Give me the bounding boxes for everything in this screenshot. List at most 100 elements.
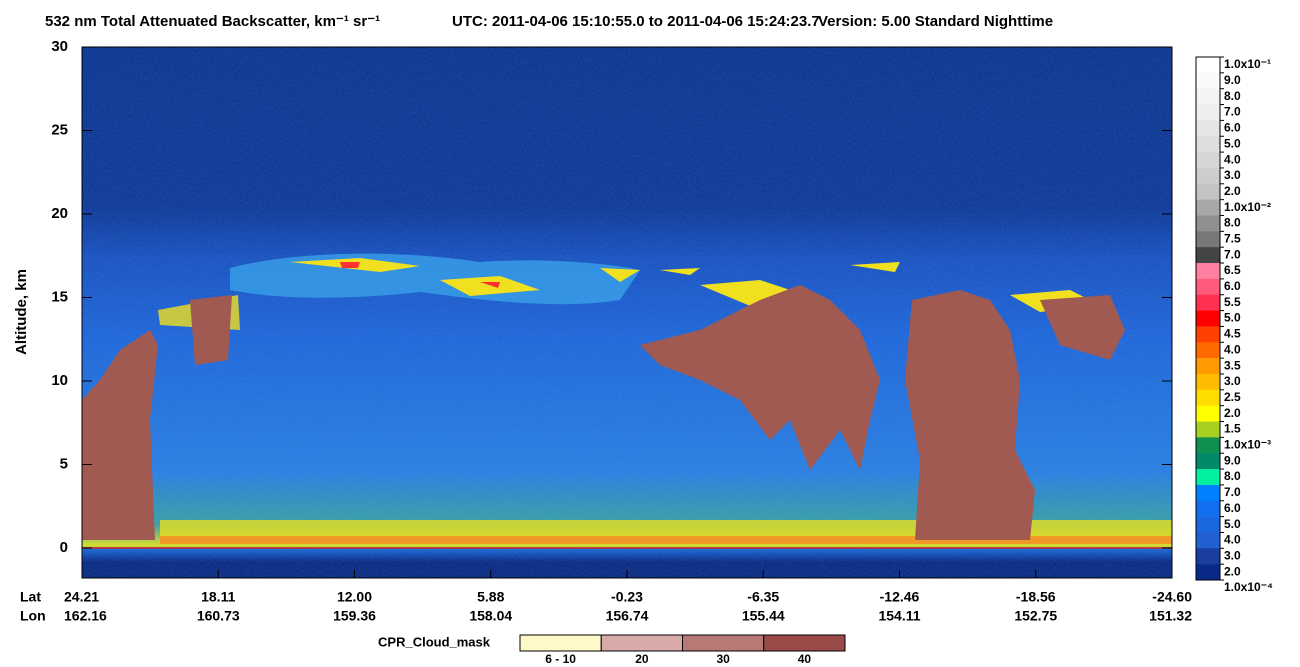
cloud-mask-label: 30 bbox=[716, 652, 730, 666]
cloud-mask-label: 6 - 10 bbox=[545, 652, 576, 666]
colorbar-label: 3.0 bbox=[1224, 548, 1241, 562]
lon-label: 154.11 bbox=[878, 608, 920, 624]
plot-art bbox=[81, 46, 1173, 579]
colorbar-swatch bbox=[1196, 326, 1220, 343]
colorbar-label: 7.5 bbox=[1224, 232, 1241, 246]
colorbar-label: 1.0x10⁻⁴ bbox=[1224, 580, 1273, 594]
colorbar-swatch bbox=[1196, 247, 1220, 264]
lat-label: -0.23 bbox=[611, 589, 643, 605]
colorbar-swatch bbox=[1196, 152, 1220, 169]
colorbar-label: 9.0 bbox=[1224, 73, 1241, 87]
colorbar-label: 4.0 bbox=[1224, 342, 1241, 356]
lat-label: -12.46 bbox=[880, 589, 920, 605]
colorbar-swatch bbox=[1196, 88, 1220, 105]
colorbar-swatch bbox=[1196, 389, 1220, 406]
colorbar-swatch bbox=[1196, 500, 1220, 517]
cloud-mask-swatch bbox=[519, 634, 602, 652]
colorbar-label: 6.0 bbox=[1224, 121, 1241, 135]
lon-label: 156.74 bbox=[606, 608, 649, 624]
colorbar-label: 7.0 bbox=[1224, 485, 1241, 499]
version: Version: 5.00 Standard Nighttime bbox=[818, 13, 1053, 30]
colorbar-swatch bbox=[1196, 231, 1220, 248]
colorbar-swatch bbox=[1196, 373, 1220, 391]
colorbar-label: 6.0 bbox=[1224, 501, 1241, 515]
colorbar-label: 3.0 bbox=[1224, 374, 1241, 388]
y-tick-label: 15 bbox=[51, 288, 68, 305]
colorbar-swatch bbox=[1196, 215, 1220, 232]
colorbar-label: 4.0 bbox=[1224, 152, 1241, 166]
colorbar-label: 8.0 bbox=[1224, 89, 1241, 103]
lon-label: 162.16 bbox=[64, 608, 107, 624]
colorbar-swatch bbox=[1196, 342, 1220, 359]
y-tick-label: 25 bbox=[51, 121, 68, 138]
colorbar-label: 8.0 bbox=[1224, 469, 1241, 483]
lat-label: 5.88 bbox=[477, 589, 504, 605]
colorbar-label: 7.0 bbox=[1224, 247, 1241, 261]
colorbar-swatch bbox=[1196, 263, 1220, 280]
lat-label: 12.00 bbox=[337, 589, 372, 605]
colorbar-swatch bbox=[1196, 532, 1220, 549]
colorbar-label: 1.0x10⁻³ bbox=[1224, 438, 1271, 452]
colorbar-label: 7.0 bbox=[1224, 105, 1241, 119]
cloud-mask-swatch bbox=[600, 634, 683, 652]
colorbar-swatch bbox=[1196, 548, 1220, 565]
cloud-mask-title: CPR_Cloud_mask bbox=[378, 634, 491, 649]
colorbar-label: 3.0 bbox=[1224, 168, 1241, 182]
colorbar-label: 4.0 bbox=[1224, 533, 1241, 547]
colorbar-swatch bbox=[1196, 421, 1220, 438]
x-row-label: Lon bbox=[20, 608, 46, 624]
lat-label: 18.11 bbox=[201, 589, 235, 605]
colorbar-label: 5.0 bbox=[1224, 136, 1241, 150]
colorbar-label: 5.0 bbox=[1224, 311, 1241, 325]
colorbar-swatch bbox=[1196, 437, 1220, 454]
colorbar-swatch bbox=[1196, 199, 1220, 216]
y-axis-label: Altitude, km bbox=[13, 269, 30, 355]
chart-title: 532 nm Total Attenuated Backscatter, km⁻… bbox=[45, 13, 380, 30]
cloud-mask-label: 40 bbox=[798, 652, 812, 666]
colorbar-frame bbox=[1195, 56, 1221, 581]
y-tick-label: 5 bbox=[60, 455, 68, 472]
colorbar-label: 6.5 bbox=[1224, 263, 1241, 277]
colorbar-swatch bbox=[1196, 183, 1220, 200]
colorbar-swatch bbox=[1196, 310, 1220, 327]
colorbar-swatch bbox=[1196, 278, 1220, 296]
lon-label: 151.32 bbox=[1149, 608, 1192, 624]
colorbar-label: 5.0 bbox=[1224, 517, 1241, 531]
lat-label: 24.21 bbox=[64, 589, 99, 605]
colorbar-swatch bbox=[1196, 104, 1220, 121]
colorbar-label: 6.0 bbox=[1224, 279, 1241, 293]
y-tick-label: 0 bbox=[60, 539, 68, 556]
y-tick-label: 20 bbox=[51, 205, 68, 222]
colorbar-swatch bbox=[1196, 516, 1220, 533]
colorbar-label: 9.0 bbox=[1224, 453, 1241, 467]
lon-label: 158.04 bbox=[469, 608, 512, 624]
colorbar-label: 2.0 bbox=[1224, 406, 1241, 420]
colorbar-swatch bbox=[1196, 294, 1220, 311]
lon-label: 155.44 bbox=[742, 608, 785, 624]
colorbar-swatch bbox=[1196, 136, 1220, 153]
lat-label: -24.60 bbox=[1152, 589, 1192, 605]
lat-label: -6.35 bbox=[747, 589, 779, 605]
colorbar-swatch bbox=[1196, 484, 1220, 502]
lon-label: 159.36 bbox=[333, 608, 376, 624]
lon-label: 160.73 bbox=[197, 608, 240, 624]
cloud-mask-swatch bbox=[763, 634, 846, 652]
y-tick-label: 10 bbox=[51, 372, 68, 389]
colorbar-swatch bbox=[1196, 469, 1220, 486]
x-row-label: Lat bbox=[20, 589, 41, 605]
colorbar-swatch bbox=[1196, 405, 1220, 422]
colorbar-label: 3.5 bbox=[1224, 358, 1241, 372]
colorbar-label: 2.5 bbox=[1224, 390, 1241, 404]
cloud-mask-swatch bbox=[682, 634, 765, 652]
colorbar-label: 4.5 bbox=[1224, 327, 1241, 341]
colorbar-label: 1.5 bbox=[1224, 422, 1241, 436]
colorbar-label: 8.0 bbox=[1224, 216, 1241, 230]
colorbar-swatch bbox=[1196, 167, 1220, 185]
colorbar-label: 5.5 bbox=[1224, 295, 1241, 309]
cloud-mask-label: 20 bbox=[635, 652, 649, 666]
colorbar-label: 2.0 bbox=[1224, 184, 1241, 198]
utc-range: UTC: 2011-04-06 15:10:55.0 to 2011-04-06… bbox=[452, 13, 820, 30]
colorbar-swatch bbox=[1196, 72, 1220, 89]
y-tick-label: 30 bbox=[51, 38, 68, 55]
